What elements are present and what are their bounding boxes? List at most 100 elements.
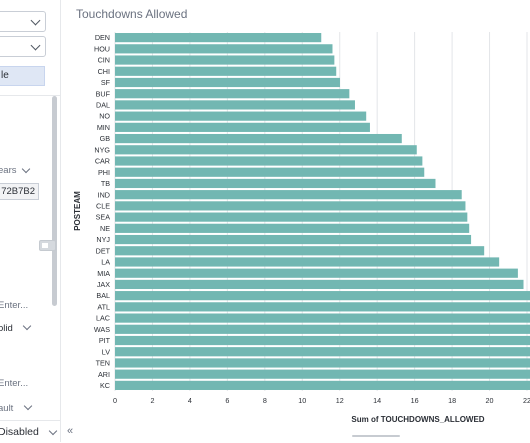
y-tick-label: ARI (98, 370, 110, 379)
y-tick-label: ATL (97, 302, 110, 311)
y-tick-label: WAS (94, 325, 110, 334)
x-tick-label: 10 (298, 396, 306, 405)
bar[interactable] (115, 55, 335, 65)
setting-select-1[interactable] (0, 11, 46, 32)
x-tick-label: 8 (263, 396, 267, 405)
y-tick-label: NYG (94, 145, 110, 154)
bar[interactable] (115, 302, 530, 312)
bar[interactable] (115, 178, 436, 189)
y-tick-label: CHI (98, 67, 110, 76)
bar[interactable] (115, 167, 425, 177)
bar[interactable] (115, 89, 350, 99)
x-tick-label: 4 (188, 396, 192, 405)
setting-input-placeholder-2[interactable]: Enter... (0, 378, 29, 389)
y-tick-label: MIA (97, 269, 110, 278)
y-tick-label: GB (100, 134, 111, 143)
bar[interactable] (115, 369, 530, 379)
y-tick-label: TEN (96, 359, 110, 368)
x-tick-label: 20 (486, 396, 494, 405)
bar[interactable] (115, 77, 340, 88)
bar[interactable] (115, 111, 367, 121)
setting-input-placeholder[interactable]: Enter... (0, 300, 29, 311)
x-tick-label: 0 (113, 396, 117, 405)
bar[interactable] (115, 313, 530, 323)
chart-scrollbar[interactable] (352, 435, 400, 437)
bar[interactable] (115, 201, 466, 211)
y-tick-label: TB (101, 179, 110, 188)
y-tick-label: CAR (95, 157, 110, 166)
double-chevron-left-icon: « (66, 425, 74, 437)
y-tick-label: SF (101, 78, 111, 87)
y-tick-label: LAC (96, 314, 110, 323)
bar[interactable] (115, 324, 530, 334)
bar[interactable] (115, 66, 337, 76)
disabled-select[interactable]: Disabled (0, 426, 39, 438)
bottom-bar: Disabled (0, 420, 60, 443)
y-tick-label: LV (102, 347, 110, 356)
default-select[interactable]: ault (0, 403, 14, 414)
divider (0, 95, 60, 96)
y-tick-label: NO (99, 112, 110, 121)
y-tick-label: PHI (98, 168, 110, 177)
bar[interactable] (115, 257, 500, 267)
y-tick-label: KC (100, 381, 110, 390)
x-tick-label: 12 (336, 396, 344, 405)
bar[interactable] (115, 291, 530, 301)
y-tick-label: LA (101, 258, 110, 267)
color-hex-input[interactable]: 72B7B2 (0, 183, 39, 200)
y-axis-title: POSTEAM (73, 191, 82, 231)
bar[interactable] (115, 380, 530, 390)
bar[interactable] (115, 122, 370, 132)
bar[interactable] (115, 347, 530, 357)
y-tick-label: BUF (96, 89, 111, 98)
y-tick-label: IND (98, 190, 110, 199)
line-style-select[interactable]: olid (0, 323, 13, 334)
y-tick-label: HOU (94, 44, 110, 53)
bar[interactable] (115, 100, 355, 110)
bar[interactable] (115, 190, 462, 200)
active-setting-option[interactable]: le (0, 66, 45, 86)
bar[interactable] (115, 358, 530, 368)
y-tick-label: CIN (98, 56, 110, 65)
bar[interactable] (115, 234, 472, 245)
x-tick-label: 18 (448, 396, 456, 405)
bars (115, 33, 530, 390)
y-tick-label: NE (100, 224, 110, 233)
bar[interactable] (115, 44, 333, 54)
y-tick-label: DET (96, 246, 111, 255)
y-tick-label: SEA (96, 213, 111, 222)
y-tick-label: DEN (95, 33, 110, 42)
bar[interactable] (115, 223, 470, 233)
bar[interactable] (115, 279, 524, 290)
toggle-switch[interactable] (39, 240, 56, 251)
bar[interactable] (115, 145, 417, 155)
panel-scrollbar[interactable] (52, 96, 57, 306)
y-tick-label: NYJ (96, 235, 110, 244)
bar[interactable] (115, 268, 518, 278)
bar[interactable] (115, 156, 423, 166)
y-tick-label: CLE (96, 201, 110, 210)
bar[interactable] (115, 212, 468, 222)
bar[interactable] (115, 246, 485, 256)
x-tick-label: 2 (150, 396, 154, 405)
y-tick-label: PIT (99, 336, 111, 345)
y-tick-label: MIN (97, 123, 110, 132)
bar[interactable] (115, 335, 530, 346)
collapse-panel-button[interactable]: « (60, 420, 80, 442)
x-axis-title: Sum of TOUCHDOWNS_ALLOWED (351, 415, 484, 424)
x-tick-labels: 0 2 4 6 8 10 12 14 16 18 20 22 (113, 396, 530, 405)
y-tick-label: DAL (96, 101, 110, 110)
bar[interactable] (115, 133, 402, 144)
setting-select-2[interactable] (0, 36, 46, 57)
x-tick-label: 14 (373, 396, 381, 405)
chart-title: Touchdowns Allowed (76, 7, 188, 21)
x-tick-label: 22 (523, 396, 530, 405)
y-tick-label: JAX (97, 280, 110, 289)
y-tick-label: BAL (96, 291, 110, 300)
bar[interactable] (115, 33, 322, 43)
x-tick-label: 16 (411, 396, 419, 405)
y-tick-labels: DEN HOU CIN CHI SF BUF DAL NO MIN GB NYG CAR PHI TB IN… (94, 33, 111, 390)
